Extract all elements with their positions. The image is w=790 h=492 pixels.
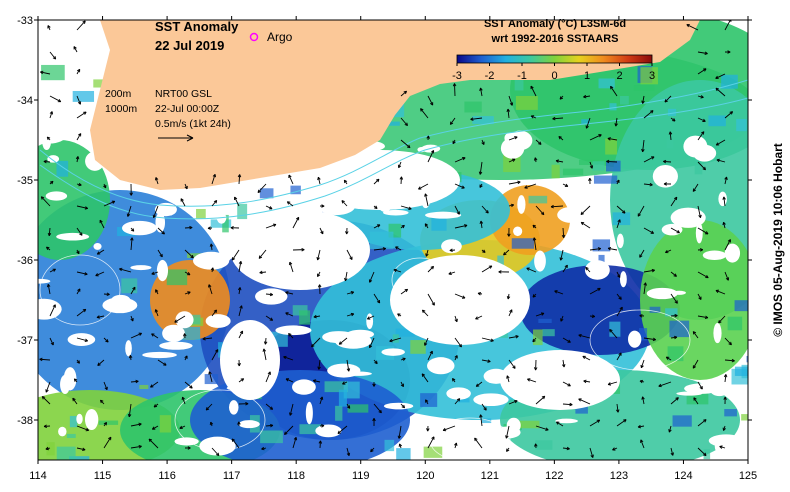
colorbar-tick-label: -1 xyxy=(517,70,527,82)
colorbar-tick-label: 0 xyxy=(551,70,557,82)
x-tick-label: 119 xyxy=(352,470,370,482)
colorbar-ticks: -3 -2 -1 0 1 2 3 xyxy=(452,63,655,82)
plot-area xyxy=(38,20,748,460)
current-contours xyxy=(39,254,691,460)
y-tick-label: -37 xyxy=(17,335,33,347)
colorbar-tick-label: 1 xyxy=(584,70,590,82)
colorbar-tick-label: -2 xyxy=(485,70,495,82)
plot-frame xyxy=(37,19,749,461)
time-label: 22-Jul 00:00Z xyxy=(155,103,220,115)
x-tick-label: 117 xyxy=(223,470,241,482)
y-axis: -33-34-35-36-37-38 xyxy=(17,15,752,427)
info-block: 200m 1000m NRT00 GSL 22-Jul 00:00Z 0.5m/… xyxy=(105,88,231,142)
y-tick-label: -38 xyxy=(17,415,33,427)
x-tick-label: 118 xyxy=(287,470,305,482)
argo-marker: Argo xyxy=(249,30,293,44)
argo-icon xyxy=(249,32,259,42)
scale-arrowhead-icon xyxy=(186,134,194,142)
x-tick-label: 122 xyxy=(545,470,563,482)
x-tick-label: 116 xyxy=(158,470,176,482)
x-tick-label: 120 xyxy=(416,470,434,482)
x-tick-label: 115 xyxy=(94,470,112,482)
legend-subtitle: wrt 1992-2016 SSTAARS xyxy=(491,33,619,45)
colorbar-tick-label: 2 xyxy=(616,70,622,82)
isobaths xyxy=(39,79,748,220)
map-title: SST Anomaly xyxy=(155,19,239,34)
colorbar-tick-label: -3 xyxy=(452,70,462,82)
x-tick-label: 114 xyxy=(29,470,47,482)
x-tick-label: 121 xyxy=(481,470,499,482)
legend-title: SST Anomaly (°C) L3SM-6d xyxy=(484,18,626,30)
colorbar-legend: SST Anomaly (°C) L3SM-6d wrt 1992-2016 S… xyxy=(452,18,655,82)
credit-text: © IMOS 05-Aug-2019 10:06 Hobart xyxy=(771,143,785,337)
x-tick-label: 124 xyxy=(674,470,692,482)
argo-label: Argo xyxy=(267,30,293,44)
isobath-200-label: 200m xyxy=(105,88,132,100)
x-tick-label: 123 xyxy=(610,470,628,482)
x-tick-label: 125 xyxy=(739,470,757,482)
scale-label: 0.5m/s (1kt 24h) xyxy=(155,118,231,130)
colorbar xyxy=(456,54,653,64)
map-date: 22 Jul 2019 xyxy=(155,38,224,53)
y-tick-label: -35 xyxy=(17,175,33,187)
colorbar-tick-label: 3 xyxy=(649,70,655,82)
y-tick-label: -36 xyxy=(17,255,33,267)
isobath-1000-label: 1000m xyxy=(105,103,137,115)
cloud-gaps xyxy=(38,120,744,458)
y-tick-label: -34 xyxy=(17,95,33,107)
y-tick-label: -33 xyxy=(17,15,33,27)
x-axis: 114 115 116 117 118 119 120 121 122 123 124 125 xyxy=(29,16,757,482)
current-vectors xyxy=(39,20,735,458)
product-label: NRT00 GSL xyxy=(155,88,212,100)
